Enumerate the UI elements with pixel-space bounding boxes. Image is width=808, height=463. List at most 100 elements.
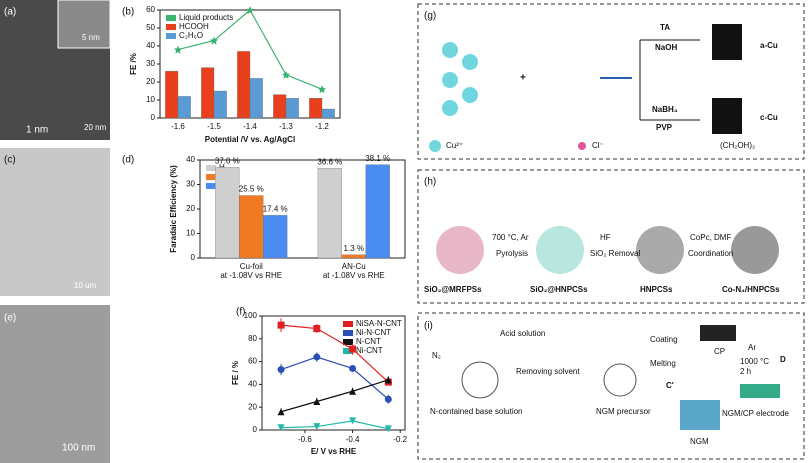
y-axis-label: FE / % <box>231 361 240 385</box>
bar <box>263 215 288 259</box>
label: Coating <box>650 335 678 344</box>
electrode <box>740 384 780 398</box>
line-marker <box>384 376 392 384</box>
y-tick-label: 100 <box>244 311 258 320</box>
legend-text: Liquid products <box>179 13 233 22</box>
line-marker <box>174 45 182 54</box>
step: HF <box>600 233 611 242</box>
x-tick-note: at -1.08V vs RHE <box>220 271 282 280</box>
x-axis-label: E/ V vs RHE <box>311 447 357 456</box>
vial <box>712 98 742 134</box>
label: Melting <box>650 359 676 368</box>
legend-text: N-CNT <box>356 337 381 346</box>
label: N₂ <box>432 351 441 360</box>
step: Coordination <box>688 249 733 258</box>
scale-label: 1 nm <box>26 125 48 136</box>
label: D <box>780 355 786 364</box>
stage: Co-N₄/HNPCSs <box>722 285 780 294</box>
y-tick-label: 50 <box>146 23 155 32</box>
bar <box>213 90 227 119</box>
sem-image <box>0 148 110 296</box>
bar <box>249 78 263 119</box>
legend-swatch <box>166 24 176 30</box>
value-label: 1.3 % <box>344 244 364 253</box>
label: Ar <box>748 343 756 352</box>
x-tick-label: -0.4 <box>346 435 360 444</box>
legend-swatch <box>166 15 176 21</box>
panel-frame <box>417 312 805 460</box>
value-label: 36.6 % <box>317 157 342 166</box>
panel-label: (b) <box>122 7 134 18</box>
label: CP <box>714 347 725 356</box>
reagent: PVP <box>656 123 673 132</box>
legend-swatch <box>166 33 176 39</box>
legend-swatch <box>343 330 353 336</box>
product: c-Cu <box>760 113 778 122</box>
legend-text: C₂H₆O <box>179 31 203 40</box>
step: 700 °C, Ar <box>492 233 529 242</box>
x-tick-label: -0.2 <box>393 435 407 444</box>
label: Acid solution <box>500 329 545 338</box>
scale-label: 10 um <box>74 281 97 290</box>
line-marker <box>349 417 357 425</box>
reagent: NaBH₄ <box>652 105 678 114</box>
label: Removing solvent <box>516 367 580 376</box>
plus: + <box>520 73 526 84</box>
line <box>280 356 389 400</box>
plot-frame <box>261 315 406 431</box>
step: SiO₂ Removal <box>590 249 640 258</box>
x-tick-note: at -1.08V vs RHE <box>323 271 385 280</box>
legend-text: Ni-CNT <box>356 346 383 355</box>
y-tick-label: 40 <box>146 41 155 50</box>
line-marker <box>313 325 321 333</box>
legend-text: HCOOH <box>179 22 209 31</box>
bar <box>177 96 191 119</box>
bar <box>309 98 323 119</box>
vial <box>712 24 742 60</box>
y-tick-label: 60 <box>248 357 257 366</box>
panel-label: (a) <box>4 7 16 18</box>
y-tick-label: 10 <box>146 95 155 104</box>
legend-icon <box>578 142 586 150</box>
legend-text: (CH₂OH)₂ <box>720 141 755 150</box>
line-marker <box>277 408 285 416</box>
scale-label: 100 nm <box>62 443 95 454</box>
x-tick-label: -1.5 <box>207 122 221 131</box>
line <box>281 324 389 383</box>
panel-label: (i) <box>424 321 433 332</box>
scale-label: 20 nm <box>84 123 107 132</box>
reagent: TA <box>660 23 670 32</box>
y-tick-label: 20 <box>146 77 155 86</box>
bar <box>321 108 335 119</box>
line <box>281 420 389 430</box>
panel-label: (f) <box>236 307 245 318</box>
panel-frame <box>417 169 805 304</box>
line-marker <box>210 36 218 45</box>
bar <box>165 71 179 119</box>
y-tick-label: 40 <box>186 155 195 164</box>
step: Pyrolysis <box>496 249 528 258</box>
flask <box>603 363 637 397</box>
y-tick-label: 30 <box>146 59 155 68</box>
spheres <box>436 226 779 274</box>
line-marker <box>277 321 285 329</box>
bar <box>285 98 299 119</box>
label: 2 h <box>740 367 751 376</box>
line-marker <box>313 398 321 405</box>
label: N-contained base solution <box>430 407 523 416</box>
x-tick-label: Cu-foil <box>240 262 263 271</box>
step: CoPc, DMF <box>690 233 731 242</box>
product: a-Cu <box>760 41 778 50</box>
bar <box>239 195 264 259</box>
legend-swatch <box>206 165 216 171</box>
cp-sheet <box>700 325 736 341</box>
panel-label: (g) <box>424 11 436 22</box>
x-tick-label: -1.4 <box>243 122 257 131</box>
label: NGM/CP electrode <box>722 409 790 418</box>
y-tick-label: 30 <box>186 180 195 189</box>
y-tick-label: 40 <box>248 380 257 389</box>
line-marker <box>277 366 285 374</box>
reagent: NaOH <box>655 43 677 52</box>
label: 1000 °C <box>740 357 769 366</box>
